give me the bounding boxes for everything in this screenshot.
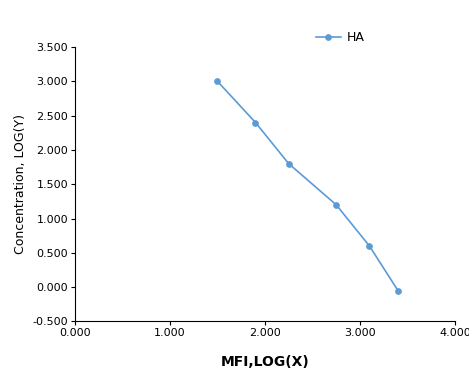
Y-axis label: Concentration, LOG(Y): Concentration, LOG(Y) [14, 114, 27, 254]
Legend: HA: HA [316, 31, 365, 44]
HA [286, 162, 292, 166]
HA [253, 120, 258, 125]
X-axis label: MFI,LOG(X): MFI,LOG(X) [220, 355, 310, 369]
HA [333, 202, 339, 207]
HA [395, 288, 401, 293]
HA [215, 79, 220, 84]
Line: HA: HA [215, 78, 401, 293]
HA [367, 243, 372, 249]
